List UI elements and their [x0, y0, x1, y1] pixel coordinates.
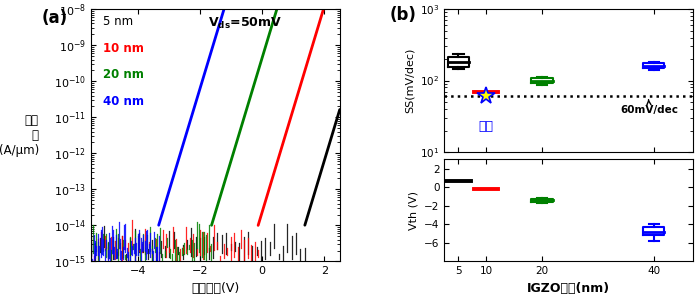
Text: (a): (a) — [41, 9, 67, 27]
Text: $\mathbf{V_{ds}}$=50mV: $\mathbf{V_{ds}}$=50mV — [208, 16, 282, 30]
Y-axis label: Vth (V): Vth (V) — [408, 191, 419, 230]
Text: 40 nm: 40 nm — [104, 95, 144, 108]
Y-axis label: 漏电
流
(A/μm): 漏电 流 (A/μm) — [0, 114, 38, 157]
Text: 10 nm: 10 nm — [104, 42, 144, 55]
Text: 目标: 目标 — [479, 120, 493, 133]
Text: 5 nm: 5 nm — [104, 16, 134, 29]
X-axis label: 栏极电压(V): 栏极电压(V) — [191, 282, 239, 295]
Text: (b): (b) — [389, 6, 416, 24]
Text: 60mV/dec: 60mV/dec — [620, 100, 678, 115]
Text: 20 nm: 20 nm — [104, 68, 144, 81]
Y-axis label: SS(mV/dec): SS(mV/dec) — [405, 48, 414, 113]
X-axis label: IGZO膜厚(nm): IGZO膜厚(nm) — [527, 282, 610, 295]
